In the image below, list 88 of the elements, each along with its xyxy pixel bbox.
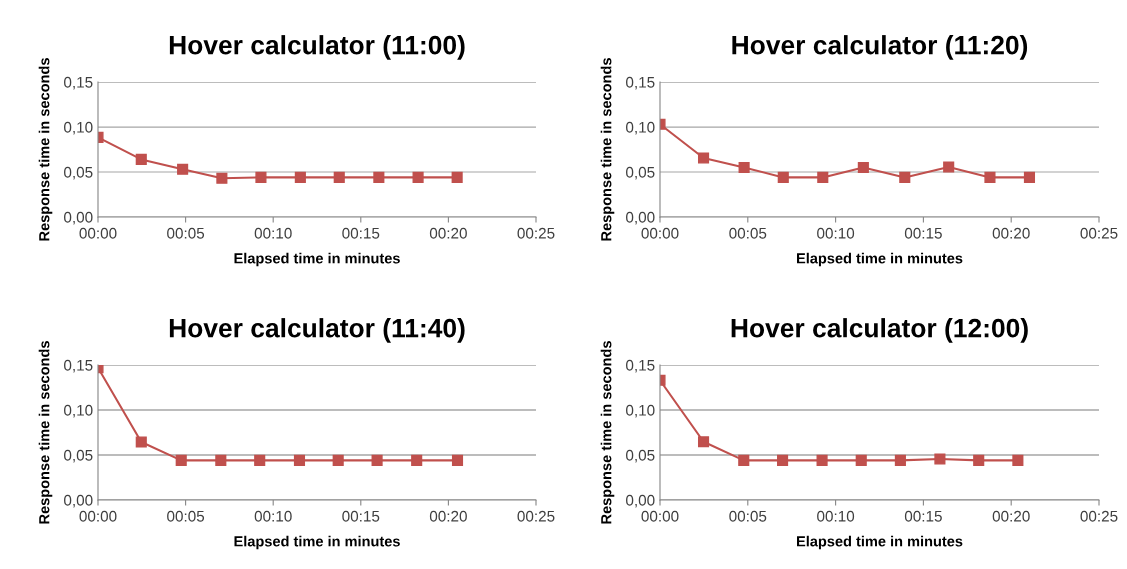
x-axis-title: Elapsed time in minutes: [797, 252, 963, 267]
x-tick-label: 00:25: [1080, 227, 1118, 239]
y-tick-label: 0,15: [626, 76, 655, 90]
point: [855, 454, 867, 466]
point: [894, 454, 906, 466]
x-tick-label: 00:15: [342, 510, 380, 522]
x-tick-label: 00:05: [729, 510, 767, 522]
y-tick-label: 0,10: [626, 121, 655, 135]
y-tick-label: 0,10: [64, 404, 93, 418]
y-tick-label: 0,15: [64, 359, 93, 373]
point: [177, 163, 189, 175]
x-tick-label: 00:15: [342, 227, 380, 239]
chart-title: Hover calculator (11:20): [732, 35, 1028, 60]
x-axis-title: Elapsed time in minutes: [234, 535, 400, 550]
x-tick-label: 00:10: [817, 510, 855, 522]
y-tick-label: 0,00: [626, 494, 655, 508]
point: [451, 171, 463, 183]
x-tick-label: 00:05: [167, 227, 205, 239]
point: [777, 171, 789, 183]
chart-title: Hover calculator (11:40): [169, 318, 465, 343]
point: [215, 454, 227, 466]
x-tick-label: 00:15: [904, 510, 942, 522]
point: [411, 454, 423, 466]
y-tick-label: 0,05: [626, 449, 655, 463]
x-axis-title: Elapsed time in minutes: [797, 535, 963, 550]
x-tick-label: 00:15: [904, 227, 942, 239]
point: [373, 171, 385, 183]
point: [135, 436, 147, 448]
point: [254, 454, 266, 466]
y-tick-label: 0,00: [626, 211, 655, 225]
point: [1023, 171, 1036, 183]
point: [451, 454, 464, 466]
x-tick-label: 00:25: [517, 227, 555, 239]
x-tick-label: 00:00: [641, 227, 679, 239]
x-tick-label: 00:20: [429, 510, 467, 522]
y-tick-label: 0,00: [64, 211, 93, 225]
x-tick-label: 00:10: [817, 227, 855, 239]
point: [984, 171, 996, 183]
point: [817, 171, 829, 183]
y-tick-label: 0,10: [64, 121, 93, 135]
point: [934, 453, 946, 465]
y-axis-title: Response time in seconds: [38, 341, 53, 524]
y-tick-label: 0,15: [626, 359, 655, 373]
x-tick-label: 00:25: [1080, 510, 1118, 522]
point: [294, 171, 306, 183]
y-tick-label: 0,15: [64, 76, 93, 90]
point: [777, 454, 789, 466]
point: [857, 161, 869, 174]
point: [697, 152, 710, 164]
point: [943, 161, 955, 173]
x-tick-label: 00:05: [167, 510, 205, 522]
x-tick-label: 00:05: [729, 227, 767, 239]
x-tick-label: 00:10: [254, 227, 292, 239]
chart-title: Hover calculator (11:00): [169, 35, 465, 60]
x-tick-label: 00:10: [254, 510, 292, 522]
point: [216, 172, 228, 184]
x-tick-label: 00:20: [992, 227, 1030, 239]
y-tick-label: 0,00: [64, 494, 93, 508]
point: [816, 454, 828, 466]
y-tick-label: 0,05: [64, 166, 93, 180]
y-tick-label: 0,05: [626, 166, 655, 180]
point: [1012, 454, 1024, 466]
x-tick-label: 00:20: [429, 227, 467, 239]
x-axis-title: Elapsed time in minutes: [234, 252, 400, 267]
point: [371, 454, 383, 466]
chart-title: Hover calculator (12:00): [731, 318, 1028, 343]
point: [412, 171, 424, 183]
point: [332, 454, 344, 466]
point: [293, 454, 306, 466]
y-tick-label: 0,10: [626, 404, 655, 418]
x-tick-label: 00:20: [992, 510, 1030, 522]
point: [255, 171, 267, 183]
point: [175, 454, 187, 466]
y-axis-title: Response time in seconds: [600, 58, 615, 241]
y-tick-label: 0,05: [64, 449, 93, 463]
point: [738, 454, 750, 466]
point: [899, 171, 911, 183]
x-tick-label: 00:25: [517, 510, 555, 522]
point: [973, 454, 985, 466]
x-tick-label: 00:00: [79, 227, 117, 239]
point: [738, 161, 750, 174]
x-tick-label: 00:00: [79, 510, 117, 522]
point: [333, 171, 345, 183]
x-tick-label: 00:00: [641, 510, 679, 522]
point: [697, 436, 710, 448]
y-axis-title: Response time in seconds: [38, 58, 53, 241]
point: [135, 153, 147, 165]
y-axis-title: Response time in seconds: [600, 341, 615, 524]
